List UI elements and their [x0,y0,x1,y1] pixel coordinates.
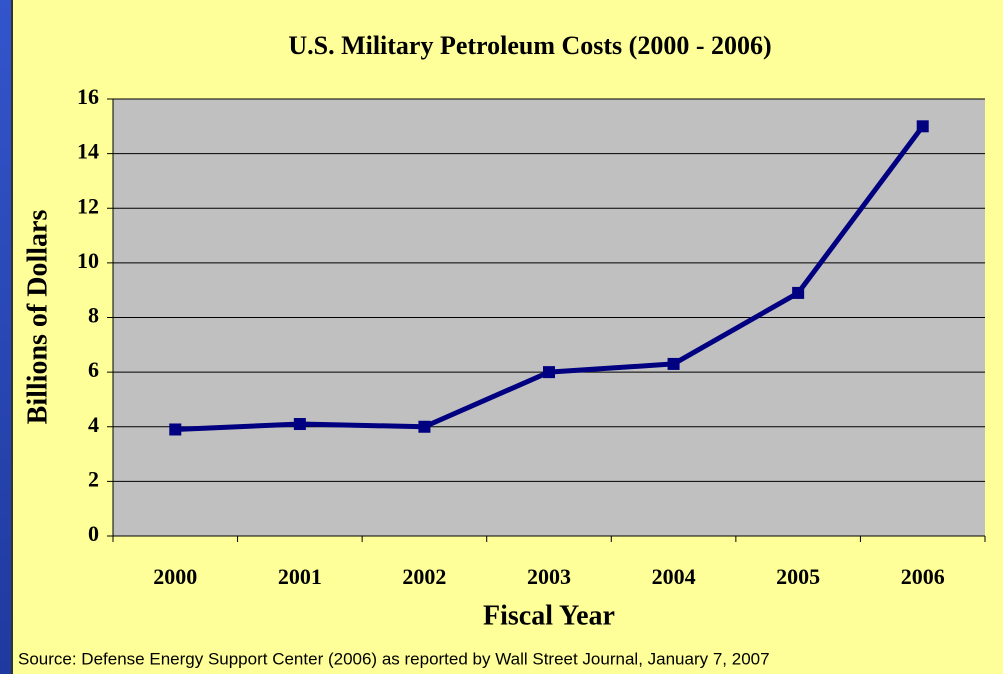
x-tick-label: 2005 [776,564,820,589]
x-tick-label: 2000 [153,564,197,589]
x-axis-label: Fiscal Year [483,600,615,631]
y-tick-label: 12 [77,193,99,218]
y-tick-label: 14 [77,139,99,164]
data-point [418,420,431,433]
y-tick-label: 10 [77,248,99,273]
y-tick-label: 2 [88,466,99,491]
chart-title: U.S. Military Petroleum Costs (2000 - 20… [288,31,771,60]
x-tick-label: 2002 [402,564,446,589]
data-point [916,120,929,133]
data-point [543,366,555,379]
x-tick-label: 2006 [901,564,945,589]
y-tick-label: 4 [88,412,99,437]
x-tick-label: 2001 [278,564,322,589]
source-note: Source: Defense Energy Support Center (2… [18,649,770,668]
x-tick-label: 2004 [652,564,696,589]
data-point [169,423,182,436]
y-axis-label: Billions of Dollars [22,210,53,425]
data-point [667,357,680,370]
y-tick-label: 16 [77,84,99,109]
y-tick-label: 6 [88,357,99,382]
y-tick-label: 8 [88,303,99,328]
y-tick-label: 0 [88,521,99,546]
data-point [792,286,805,299]
x-tick-label: 2003 [527,564,571,589]
data-point [293,418,306,431]
